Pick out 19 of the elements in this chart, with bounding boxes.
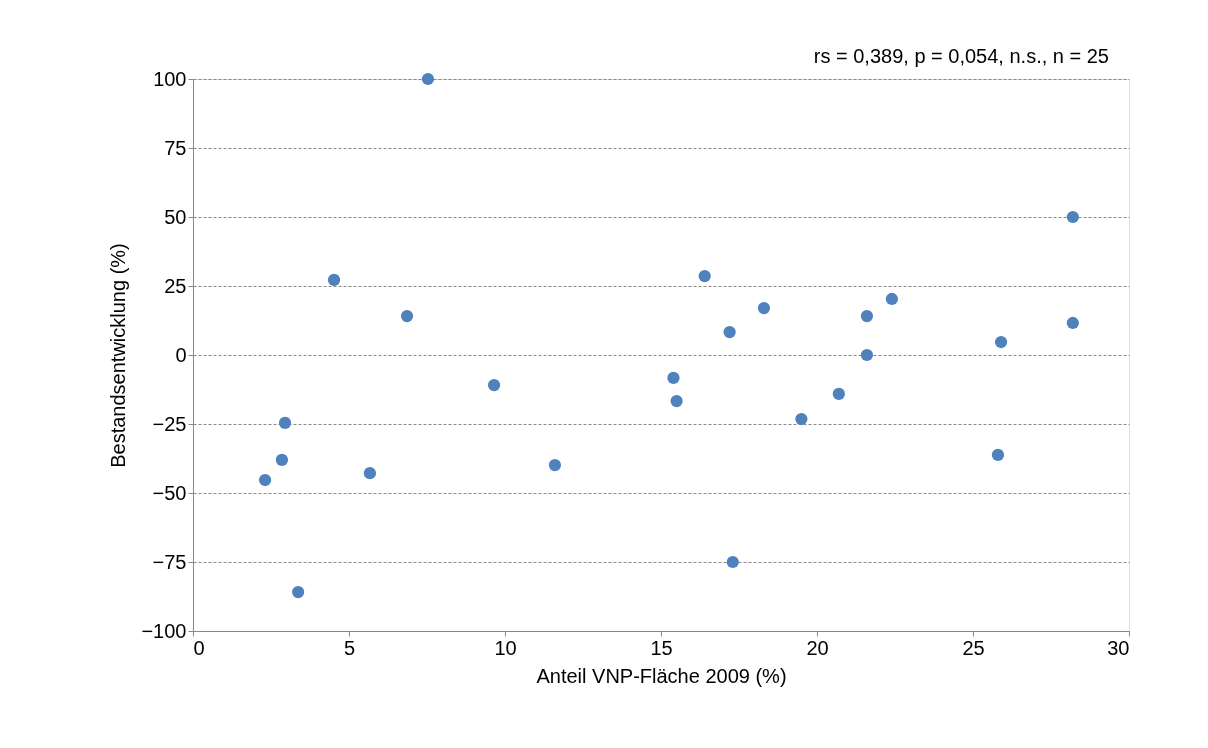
x-tick-label: 25 xyxy=(962,636,985,659)
x-tick-label: 10 xyxy=(494,636,517,659)
x-tick-label: 0 xyxy=(193,636,205,659)
y-tick-label: 100 xyxy=(153,67,187,90)
x-tick-label: 20 xyxy=(806,636,829,659)
text: rs = 0,389, p = 0,054, n.s., n = 25 xyxy=(813,45,1109,67)
x-tick-label: 30 xyxy=(1107,636,1130,659)
x-tick-label: 15 xyxy=(650,636,673,659)
y-tick-label: −25 xyxy=(152,412,187,435)
y-tick-label: 50 xyxy=(164,205,187,228)
y-tick-label: 75 xyxy=(164,136,187,159)
y-tick-label: −75 xyxy=(152,550,187,573)
x-tick-label: 5 xyxy=(343,636,356,659)
x-axis-title: Anteil VNP-Fläche 2009 (%) xyxy=(536,664,787,687)
y-tick-label: 25 xyxy=(164,274,187,297)
y-axis-title: Bestandsentwicklung (%) xyxy=(107,243,130,468)
y-tick-label: −50 xyxy=(152,481,187,504)
y-tick-label: 0 xyxy=(175,343,187,366)
y-tick-label: −100 xyxy=(141,619,187,642)
